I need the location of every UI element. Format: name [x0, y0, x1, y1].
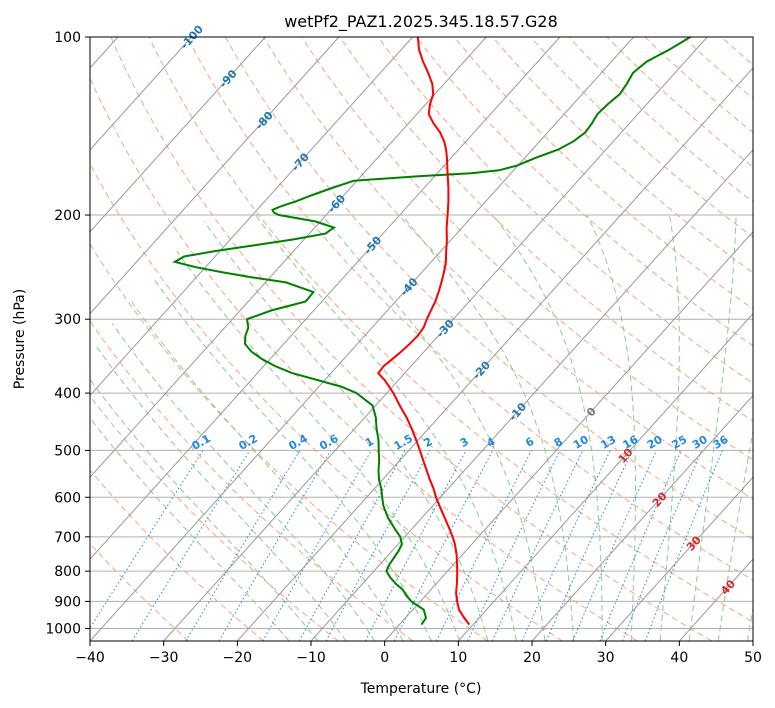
dry-adiabat-line [110, 37, 712, 641]
x-tick-label: −40 [75, 650, 105, 666]
mixing-ratio-line [325, 450, 431, 641]
moist-adiabat-line [176, 250, 461, 641]
x-tick-label: 50 [744, 650, 762, 666]
moist-adiabat-line [90, 378, 319, 641]
moist-adiabat-line [492, 214, 603, 641]
moist-adiabat-line [111, 323, 376, 641]
y-tick-label: 200 [54, 208, 81, 224]
dry-adiabat-line [90, 77, 638, 641]
dry-adiabat-line [415, 37, 753, 347]
moist-adiabats [90, 214, 753, 641]
dry-adiabat-line [453, 37, 753, 310]
x-tick-label: 10 [449, 650, 467, 666]
mixing-ratio-line [572, 450, 657, 641]
isotherm-line [236, 67, 753, 641]
dry-adiabat-line [148, 37, 753, 623]
isotherm-line [90, 37, 340, 315]
y-axis-ticks: 100 200 300 400 500 600 700 800 900 1000 [45, 30, 90, 637]
isotherm-line [457, 312, 753, 641]
mixing-ratio-line [435, 450, 532, 641]
moist-adiabat-line [688, 214, 737, 641]
y-axis-label: Pressure (hPa) [12, 289, 28, 389]
x-tick-label: 30 [597, 650, 615, 666]
mixing-ratio-line [90, 450, 204, 629]
dry-adiabat-line [492, 37, 753, 274]
dry-adiabat-line [606, 37, 753, 168]
y-tick-label: 500 [54, 443, 81, 459]
y-tick-label: 100 [54, 30, 81, 46]
moist-adiabat-line [586, 214, 636, 641]
chart-title: wetPf2_PAZ1.2025.345.18.57.G28 [284, 12, 558, 32]
moist-adiabat-line [90, 417, 290, 641]
x-tick-label: −10 [296, 650, 326, 666]
y-tick-label: 1000 [45, 621, 81, 637]
isotherm-line [90, 37, 487, 479]
y-tick-label: 600 [54, 490, 81, 506]
mixing-ratio-line [218, 450, 332, 641]
isotherm-line [90, 37, 266, 233]
dry-adiabat-line [90, 320, 414, 641]
mixing-ratio-line [298, 450, 406, 641]
isotherm-line [90, 37, 561, 560]
x-tick-label: −30 [149, 650, 179, 666]
isotherm-line [90, 37, 413, 397]
isotherm-line [90, 37, 634, 641]
y-tick-label: 800 [54, 564, 81, 580]
dry-adiabat-line [224, 37, 753, 540]
x-axis-ticks: −40 −30 −20 −10 0 10 20 30 40 50 [75, 641, 762, 666]
dry-adiabat-line [90, 243, 488, 641]
mixing-ratio-line [262, 450, 372, 641]
mixing-ratio-line [491, 450, 584, 641]
dry-adiabat-line [377, 37, 753, 384]
dewpoint-profile-line [172, 37, 691, 626]
moist-adiabat-line [93, 343, 347, 641]
isotherm-line [163, 37, 708, 641]
dry-adiabat-line [263, 37, 753, 500]
mixing-ratio-line [467, 450, 561, 641]
x-tick-label: −20 [223, 650, 253, 666]
isotherm-line [90, 37, 192, 151]
plot-frame [89, 36, 754, 642]
mixing-ratio-line [599, 450, 682, 641]
moist-adiabat-line [130, 301, 404, 641]
sounding-profiles [172, 37, 691, 626]
x-tick-label: 20 [523, 650, 541, 666]
dry-adiabats [90, 37, 753, 641]
x-axis-label: Temperature (°C) [360, 681, 482, 697]
y-tick-label: 400 [54, 386, 81, 402]
moist-adiabat-line [203, 221, 489, 641]
mixing-ratio-line [545, 450, 633, 641]
temperature-profile-line [377, 37, 471, 626]
dry-adiabat-line [90, 395, 339, 641]
mixing-ratio-lines [90, 450, 723, 641]
moist-adiabat-line [401, 214, 575, 641]
y-tick-label: 900 [54, 594, 81, 610]
isotherm-line [531, 394, 753, 641]
moist-adiabat-line [659, 214, 680, 641]
mixing-ratio-line [185, 450, 301, 641]
dry-adiabat-line [339, 37, 753, 422]
moist-adiabat-line [255, 214, 517, 641]
isotherm-line [384, 230, 753, 641]
y-tick-label: 300 [54, 312, 81, 328]
moist-adiabat-line [321, 214, 546, 641]
isotherms [90, 37, 753, 641]
x-tick-label: 40 [670, 650, 688, 666]
isotherm-line [605, 476, 753, 641]
dry-adiabat-line [186, 37, 753, 581]
moist-adiabat-line [717, 428, 753, 641]
moist-adiabat-line [152, 277, 432, 641]
y-tick-label: 700 [54, 530, 81, 546]
dry-adiabat-line [90, 162, 563, 641]
mixing-ratio-line [131, 450, 251, 641]
x-tick-label: 0 [380, 650, 389, 666]
mixing-ratio-line [521, 450, 611, 641]
